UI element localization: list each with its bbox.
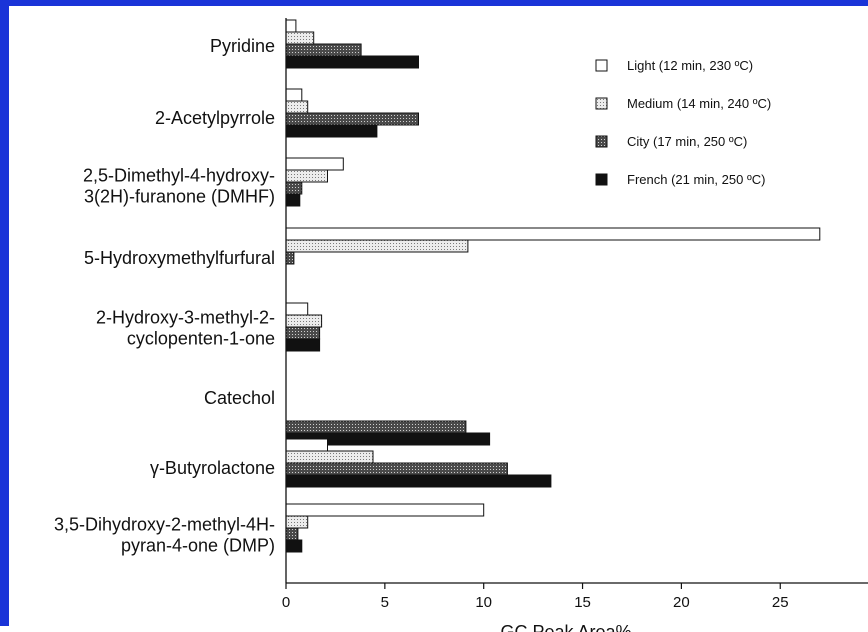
- x-axis: 051015202530: [282, 18, 868, 611]
- bar-city-2: [285, 112, 419, 126]
- bar-city-5: [285, 326, 321, 340]
- bar-french-2: [285, 124, 378, 138]
- category-label: Pyridine: [210, 36, 275, 56]
- bar-chart: 051015202530 Pyridine2-Acetylpyrrole2,5-…: [54, 18, 868, 632]
- legend: Light (12 min, 230 ºC) Medium (14 min, 24…: [595, 58, 771, 187]
- legend-swatch-city: [595, 135, 608, 148]
- category-label: 2-Hydroxy-3-methyl-2-: [96, 308, 275, 328]
- x-tick-label: 10: [475, 594, 492, 611]
- bar-city-3: [285, 181, 303, 195]
- bar-light-2: [285, 88, 303, 102]
- category-label: 3(2H)-furanone (DMHF): [84, 187, 275, 207]
- x-tick-label: 25: [772, 594, 789, 611]
- category-label: 2,5-Dimethyl-4-hydroxy-: [83, 166, 275, 186]
- bar-city-6: [285, 420, 467, 434]
- bar-french-3: [285, 193, 301, 207]
- category-label: cyclopenten-1-one: [127, 329, 275, 349]
- bar-medium-8: [285, 515, 309, 529]
- bar-light-7: [285, 438, 328, 452]
- legend-label-medium: Medium (14 min, 240 ºC): [627, 96, 771, 111]
- bar-light-1: [285, 19, 297, 33]
- x-axis-title: GC Peak Area%: [500, 622, 631, 632]
- bar-medium-1: [285, 31, 315, 45]
- legend-label-french: French (21 min, 250 ºC): [627, 172, 765, 187]
- bar-light-3: [285, 157, 344, 171]
- bar-light-8: [285, 503, 485, 517]
- bar-medium-5: [285, 314, 323, 328]
- category-label: Catechol: [204, 388, 275, 408]
- bar-light-5: [285, 302, 309, 316]
- legend-swatch-light: [595, 59, 608, 72]
- x-tick-label: 5: [381, 594, 389, 611]
- bars-layer: [285, 19, 821, 553]
- x-tick-label: 15: [574, 594, 591, 611]
- legend-swatch-french: [595, 173, 608, 186]
- bar-medium-2: [285, 100, 309, 114]
- legend-label-city: City (17 min, 250 ºC): [627, 134, 747, 149]
- bar-french-7: [285, 474, 552, 488]
- bar-medium-3: [285, 169, 328, 183]
- category-label: pyran-4-one (DMP): [121, 536, 275, 556]
- bar-french-1: [285, 55, 419, 69]
- bar-light-4: [285, 227, 821, 241]
- bar-medium-4: [285, 239, 469, 253]
- bar-french-5: [285, 338, 321, 352]
- bar-medium-7: [285, 450, 374, 464]
- bar-city-1: [285, 43, 362, 57]
- x-tick-label: 20: [673, 594, 690, 611]
- category-label: γ-Butyrolactone: [150, 458, 275, 478]
- bar-french-8: [285, 539, 303, 553]
- legend-swatch-medium: [595, 97, 608, 110]
- category-labels: Pyridine 2-Acetylpyrrole 2,5-Dimethyl-4-hy…: [54, 36, 275, 556]
- bar-city-4: [285, 251, 295, 265]
- legend-label-light: Light (12 min, 230 ºC): [627, 58, 753, 73]
- category-label: 3,5-Dihydroxy-2-methyl-4H-: [54, 515, 275, 535]
- bar-city-7: [285, 462, 508, 476]
- category-label: 2-Acetylpyrrole: [155, 108, 275, 128]
- bar-city-8: [285, 527, 299, 541]
- category-label: 5-Hydroxymethylfurfural: [84, 248, 275, 268]
- x-tick-label: 0: [282, 594, 290, 611]
